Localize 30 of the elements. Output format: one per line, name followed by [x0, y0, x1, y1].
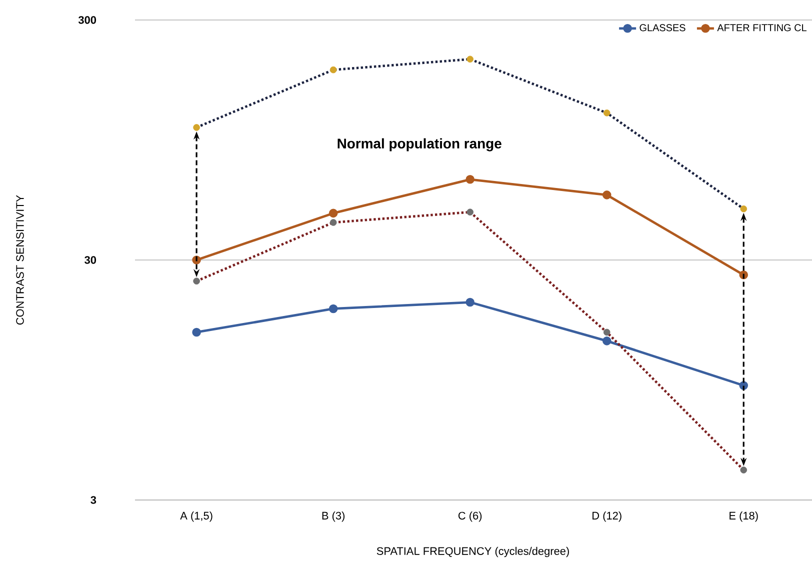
point	[740, 205, 748, 212]
x-tick-label: E (18)	[730, 512, 758, 522]
y-tick-label: 30	[84, 256, 96, 264]
point	[740, 466, 748, 474]
y-tick-label: 300	[78, 16, 96, 24]
point	[603, 328, 610, 336]
point	[330, 219, 337, 226]
y-tick-label: 3	[90, 496, 96, 504]
point	[193, 124, 200, 131]
legend-label: AFTER FITTING CL	[717, 24, 807, 32]
x-tick-label: C (6)	[458, 512, 482, 522]
point	[466, 56, 474, 63]
legend-label: GLASSES	[640, 24, 686, 32]
point	[466, 208, 474, 216]
point	[602, 336, 612, 346]
point	[192, 328, 201, 337]
point	[328, 304, 338, 314]
point	[603, 110, 610, 116]
x-axis-title: SPATIAL FREQUENCY (cycles/degree)	[376, 546, 569, 558]
point	[193, 278, 200, 285]
point	[328, 208, 338, 218]
x-tick-label: B (3)	[322, 512, 344, 522]
x-tick-label: A (1,5)	[180, 512, 212, 522]
point	[466, 175, 474, 184]
annotation: Normal population range	[338, 138, 502, 152]
point	[466, 298, 474, 307]
point	[602, 190, 612, 200]
x-tick-label: D (12)	[592, 512, 622, 522]
point	[330, 66, 337, 74]
y-axis-title: CONTRAST SENSITIVITY	[16, 195, 24, 325]
